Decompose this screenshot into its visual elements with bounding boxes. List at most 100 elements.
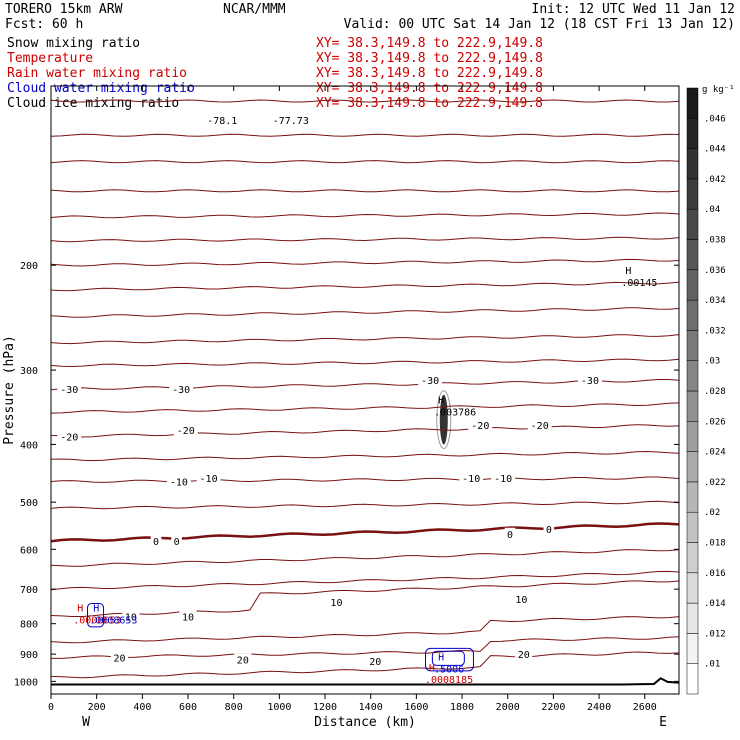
colorbar-tick-label: .044 [704, 145, 726, 155]
x-tick-label: 800 [225, 702, 243, 713]
x-tick-label: 1600 [404, 702, 428, 713]
x-tick-label: 2000 [496, 702, 520, 713]
colorbar-tick-label: .016 [704, 569, 726, 579]
max-h-marker: H [429, 663, 435, 674]
contour-labels: -78.1 -77.73 -30 -30 -30 -30 -20 -20 -20 -20 -10 -1… [57, 113, 602, 668]
contour-label-bg [543, 523, 555, 536]
contour-label-bg [57, 383, 82, 396]
contour-label-bg [203, 113, 241, 126]
colorbar-swatch [686, 633, 699, 664]
isotherm-line [50, 189, 680, 193]
legend-name: Temperature [7, 51, 93, 66]
isotherm-line [50, 549, 680, 567]
contour-label: -10 [200, 474, 218, 485]
isotherm-line [50, 476, 680, 483]
forecast-hour: Fcst: 60 h [5, 17, 83, 32]
y-tick-label: 400 [20, 440, 38, 451]
colorbar-swatch [686, 663, 699, 695]
mixing-ratio-contours [87, 603, 474, 672]
isotherm-line [50, 307, 680, 318]
contour-label-bg [57, 430, 82, 443]
max-value: .0008185 [425, 675, 473, 686]
snow-edge [436, 390, 452, 449]
contour-label-bg [171, 534, 182, 547]
contour-label: -20 [177, 426, 195, 437]
contour-label: 10 [125, 612, 137, 623]
contour-label: 20 [518, 650, 530, 661]
isotherm-line [50, 281, 680, 292]
cloud-water-loop-inner [431, 650, 465, 666]
contour-label: -20 [60, 433, 78, 444]
contour-label-bg [578, 374, 602, 387]
y-tick-label: 300 [20, 366, 38, 377]
contour-label-bg [459, 471, 484, 484]
x-tick-label: 1200 [313, 702, 337, 713]
colorbar-tick-label: .032 [704, 326, 726, 336]
colorbar-swatch [686, 572, 699, 604]
isotherm-line [51, 636, 680, 659]
colorbar-tick-label: .012 [704, 629, 726, 639]
colorbar-tick-label: .034 [704, 296, 726, 306]
contour-label: -30 [581, 376, 599, 387]
contour-label: -20 [471, 421, 489, 432]
contour-label: 0 [507, 530, 513, 541]
contour-label: 0 [174, 537, 180, 548]
contour-label-bg [512, 592, 531, 605]
x-tick-label: 2400 [587, 702, 611, 713]
colorbar-swatch [686, 421, 699, 452]
isotherm-line [50, 402, 680, 414]
x-tick-label: 1000 [267, 702, 291, 713]
y-tick-label: 200 [20, 261, 38, 272]
colorbar-swatch [686, 87, 699, 119]
contour-label: -78.1 [207, 116, 237, 127]
legend-xy: XY= 38.3,149.8 to 222.9,149.8 [316, 96, 543, 111]
colorbar-tick-label: .028 [704, 387, 726, 397]
contour-label-bg [468, 418, 493, 431]
contour-label: -30 [172, 385, 190, 396]
contour-label-bg [527, 418, 552, 431]
contour-label-bg [418, 374, 442, 387]
contour-label: 0 [153, 537, 159, 548]
contour-label-bg [179, 610, 197, 623]
x-tick-label: 1400 [359, 702, 383, 713]
y-tick-label: 600 [20, 545, 38, 556]
x-axis-label: Distance (km) [314, 715, 416, 730]
y-axis-label: Pressure (hPa) [2, 335, 17, 445]
colorbar-tick-label: .018 [704, 539, 726, 549]
x-axis: 0 200 400 600 800 1000 1200 1400 1600 1800 2000 220… [48, 86, 657, 713]
contour-label-bg [491, 471, 516, 484]
max-h-marker: H [625, 266, 631, 277]
maxima-labels: H.003786H.00145H.0008653H.0008653H.5006H… [73, 266, 657, 686]
colorbar-swatch [686, 542, 699, 574]
colorbar-swatch [686, 511, 699, 543]
isotherm-line [50, 570, 680, 591]
colorbar-swatch [686, 269, 699, 301]
x-tick-label: 0 [48, 702, 54, 713]
field-legend: Snow mixing ratio XY= 38.3,149.8 to 222.9… [7, 36, 543, 111]
terrain-surface [51, 677, 680, 686]
isotherm-line [50, 616, 680, 644]
y-tick-label: 700 [20, 585, 38, 596]
colorbar-swatch [686, 148, 699, 180]
model-title: TORERO 15km ARW [5, 2, 123, 17]
colorbar-swatch [686, 451, 699, 483]
contour-label: -20 [531, 421, 549, 432]
contour-label: 20 [113, 654, 125, 665]
isotherm-line [50, 133, 680, 137]
contour-label-bg [110, 651, 129, 664]
isotherm-line [50, 651, 680, 679]
contour-label: 20 [369, 657, 381, 668]
cloud-water-loop-east [425, 647, 474, 672]
contour-label: -30 [60, 385, 78, 396]
contour-label-bg [504, 527, 516, 540]
contour-label: 10 [330, 598, 342, 609]
x-tick-label: 400 [133, 702, 151, 713]
contour-label-bg [150, 534, 162, 547]
isotherm-line [50, 379, 680, 391]
init-time: Init: 12 UTC Wed 11 Jan 12 [532, 2, 736, 17]
contour-label: -30 [421, 376, 439, 387]
x-tick-label: 600 [179, 702, 197, 713]
max-h-marker: H [93, 603, 99, 614]
temperature-contours [50, 99, 680, 679]
isotherm-line [50, 334, 680, 345]
